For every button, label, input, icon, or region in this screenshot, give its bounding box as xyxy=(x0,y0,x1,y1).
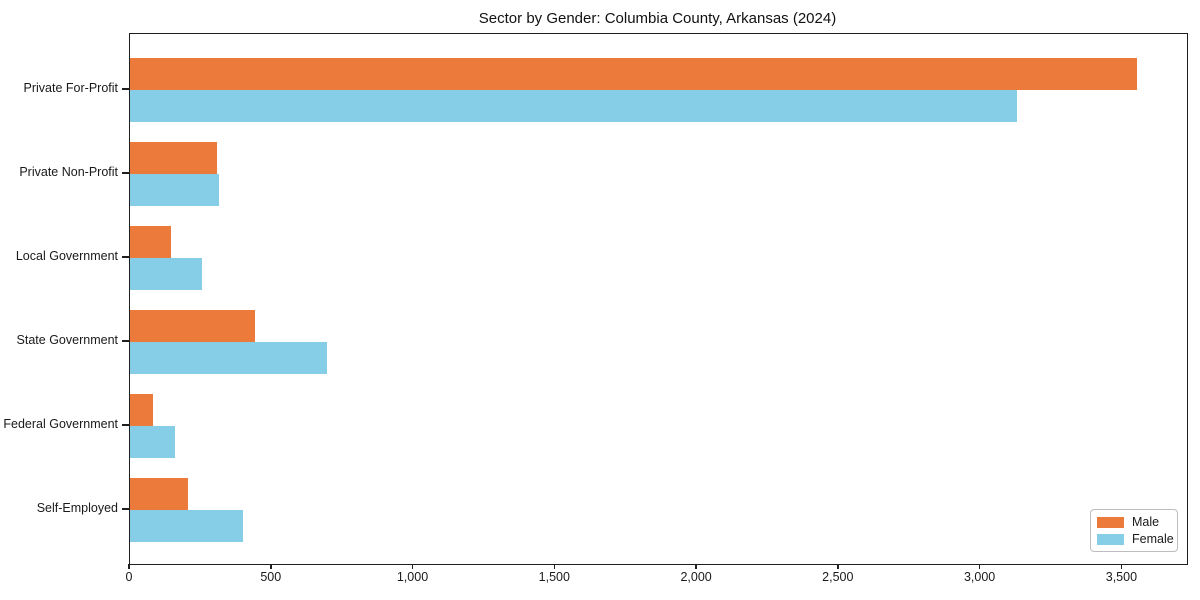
y-axis-label: Self-Employed xyxy=(36,501,118,515)
y-tick xyxy=(122,88,129,90)
legend-swatch-female xyxy=(1097,533,1124,545)
x-tick xyxy=(128,564,130,569)
x-tick xyxy=(553,564,555,569)
x-axis-label: 500 xyxy=(260,570,282,584)
x-tick xyxy=(978,564,981,569)
y-tick xyxy=(122,172,129,174)
legend-label-female: Female xyxy=(1132,531,1174,546)
y-tick xyxy=(122,508,129,510)
y-tick xyxy=(122,424,129,426)
bar-male xyxy=(130,142,217,174)
bar-male xyxy=(130,58,1137,90)
x-tick xyxy=(411,564,414,569)
x-axis-label: 1,500 xyxy=(538,570,570,584)
y-axis-label: Private Non-Profit xyxy=(19,165,118,179)
bar-male xyxy=(130,310,255,342)
y-tick xyxy=(122,340,129,342)
x-axis-label: 0 xyxy=(125,570,133,584)
bar-female xyxy=(130,258,203,290)
x-tick xyxy=(270,564,272,569)
y-axis-label: Local Government xyxy=(15,249,118,263)
chart-title: Sector by Gender: Columbia County, Arkan… xyxy=(478,10,837,27)
legend-item-male: Male xyxy=(1097,514,1171,529)
x-tick xyxy=(837,564,839,569)
x-tick xyxy=(1120,564,1123,569)
y-axis-label: Federal Government xyxy=(3,417,118,431)
bar-female xyxy=(130,342,328,374)
x-tick xyxy=(695,564,697,569)
y-axis-label: State Government xyxy=(16,333,118,347)
legend-item-female: Female xyxy=(1097,531,1174,546)
plot-area xyxy=(129,33,1188,565)
x-axis-label: 3,500 xyxy=(1105,570,1138,584)
bar-male xyxy=(130,478,189,510)
bar-female xyxy=(130,90,1018,122)
bar-male xyxy=(130,226,172,258)
x-axis-label: 3,000 xyxy=(963,570,996,584)
legend-swatch-male xyxy=(1097,516,1124,528)
bar-female xyxy=(130,426,176,458)
y-axis-label: Private For-Profit xyxy=(23,81,118,95)
legend: Male Female xyxy=(1090,509,1178,552)
x-axis-label: 2,500 xyxy=(822,570,854,584)
y-tick xyxy=(122,256,129,258)
legend-label-male: Male xyxy=(1132,514,1160,529)
bar-female xyxy=(130,174,220,206)
bar-male xyxy=(130,394,153,426)
x-axis-label: 1,000 xyxy=(396,570,429,584)
x-axis-label: 2,000 xyxy=(680,570,712,584)
bar-female xyxy=(130,510,244,542)
